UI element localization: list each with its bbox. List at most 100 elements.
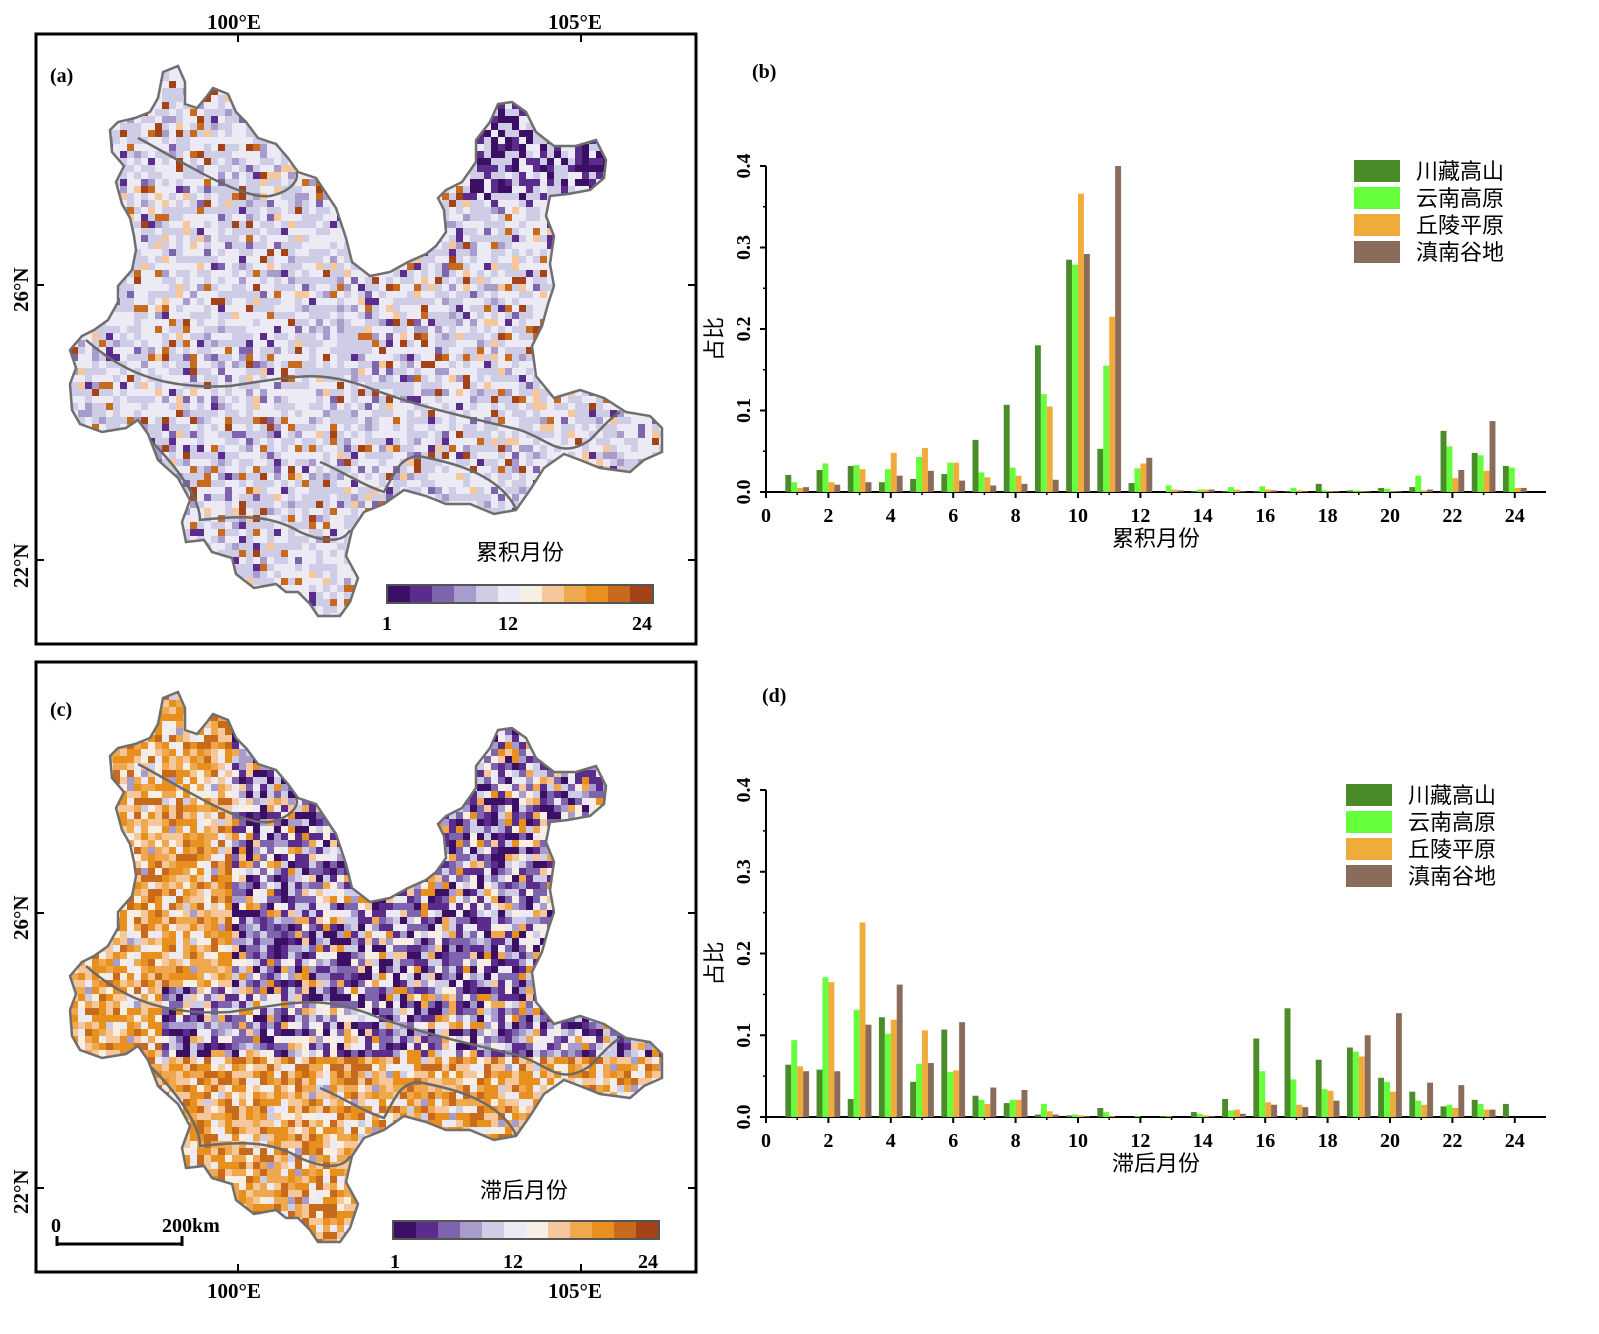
bar: [1190, 491, 1197, 492]
legend-swatch: [460, 1222, 482, 1238]
bar: [1234, 489, 1240, 492]
bar: [1315, 1059, 1322, 1117]
bar: [1290, 1079, 1297, 1117]
bar: [1440, 1106, 1447, 1117]
lat-label-22-c: 22°N: [9, 1169, 33, 1214]
bar: [1228, 1110, 1234, 1117]
bar: [1265, 489, 1272, 492]
bar: [1415, 475, 1422, 492]
bar: [947, 1072, 954, 1117]
bar: [1134, 468, 1141, 492]
bar: [959, 480, 966, 492]
bar: [834, 1071, 841, 1117]
bar: [890, 1019, 897, 1117]
y-axis-label: 占比: [702, 317, 727, 361]
scale-bar: 0 200km: [51, 1215, 220, 1246]
legend-swatch: [592, 1222, 614, 1238]
bar: [1427, 1082, 1434, 1117]
y-tick-label: 0.2: [733, 317, 755, 342]
bar: [1021, 483, 1028, 492]
bar: [1052, 1114, 1059, 1117]
x-tick-label: 12: [1130, 505, 1150, 527]
bar: [1159, 1116, 1166, 1117]
color-legend-a: [386, 584, 654, 604]
x-tick-label: 0: [761, 505, 771, 527]
bar: [947, 462, 954, 492]
bar: [1109, 316, 1116, 492]
bar: [896, 475, 903, 492]
bar: [816, 469, 823, 492]
x-tick-label: 6: [948, 505, 958, 527]
bar: [859, 469, 866, 492]
bar: [984, 477, 991, 492]
bar: [972, 439, 979, 492]
legend-swatch: [504, 1222, 526, 1238]
bar: [1078, 193, 1084, 492]
bar: [1364, 1035, 1371, 1117]
bar: [1384, 1081, 1390, 1117]
bar: [1378, 1077, 1385, 1117]
bar: [1483, 470, 1490, 492]
panel-label-a: (a): [50, 65, 73, 87]
x-tick-label: 24: [1505, 1130, 1525, 1152]
legend-swatch: [608, 586, 630, 602]
lat-label-26-c: 26°N: [9, 895, 33, 940]
bar: [927, 470, 934, 492]
legend-swatch: [1346, 838, 1392, 860]
bar: [865, 482, 872, 492]
bar: [1066, 1115, 1073, 1117]
x-tick-label: 10: [1068, 1130, 1088, 1152]
bar: [1097, 448, 1104, 492]
bar: [1228, 487, 1234, 492]
y-axis-label: 占比: [702, 941, 727, 985]
bar: [1239, 1113, 1246, 1117]
bar: [847, 465, 854, 492]
bar: [1471, 452, 1478, 492]
bar: [1378, 487, 1385, 492]
y-tick-label: 0.0: [733, 480, 755, 505]
bar: [884, 469, 891, 492]
legend-title-c: 滞后月份: [480, 1178, 568, 1203]
bar: [1358, 1056, 1365, 1117]
legend-label: 云南高原: [1416, 186, 1504, 211]
bar: [1021, 1090, 1028, 1117]
bar: [1253, 491, 1260, 492]
bar: [1234, 1109, 1240, 1117]
bar-chart-b: 0 2 4 6 8 10 12 14 16 18 20 22 240.00.10.20.30.4累积月份…: [702, 61, 1546, 551]
legend-swatch: [416, 1222, 438, 1238]
bar: [1177, 490, 1184, 492]
bar: [1165, 1116, 1172, 1117]
x-tick-label: 12: [1130, 1130, 1150, 1152]
bar: [1284, 1008, 1291, 1117]
bar: [916, 456, 922, 492]
bar: [1489, 1109, 1496, 1117]
legend-swatch: [498, 586, 520, 602]
bar: [1083, 254, 1090, 492]
bar: [941, 1029, 948, 1117]
bar: [822, 977, 829, 1117]
bar: [1364, 491, 1371, 492]
bar: [878, 1017, 885, 1117]
bar: [1390, 1091, 1396, 1117]
legend-label: 丘陵平原: [1408, 837, 1496, 862]
legend-swatch: [630, 586, 652, 602]
bar: [1452, 478, 1459, 492]
bar: [1103, 1112, 1110, 1117]
bar: [847, 1099, 854, 1117]
lon-label-105-c: 105°E: [548, 1279, 602, 1303]
legend-tick-1-a: 1: [382, 613, 392, 635]
legend-swatch: [542, 586, 564, 602]
bar: [1083, 1116, 1090, 1117]
bar: [1208, 489, 1215, 492]
x-tick-label: 10: [1068, 505, 1088, 527]
bar: [853, 1009, 860, 1117]
bar: [803, 487, 810, 492]
x-tick-label: 16: [1255, 505, 1275, 527]
bar: [1239, 491, 1246, 492]
legend-swatch: [1346, 865, 1392, 887]
bar: [834, 484, 841, 492]
x-tick-label: 4: [886, 1130, 896, 1152]
bar: [1327, 1090, 1334, 1117]
legend-label: 云南高原: [1408, 810, 1496, 835]
